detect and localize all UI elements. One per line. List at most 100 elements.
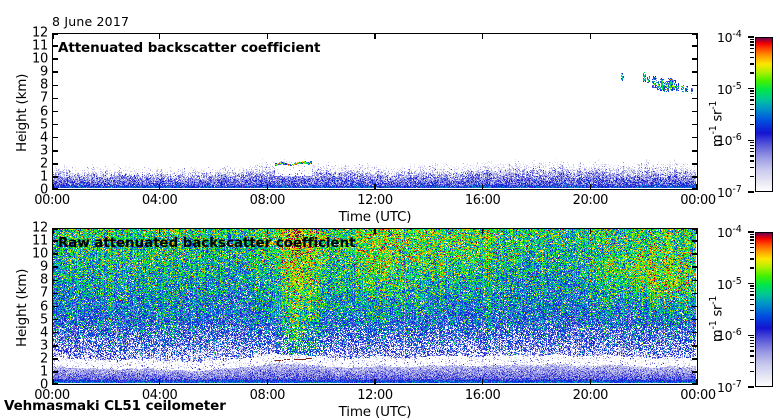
colorbar-minor-tick	[750, 339, 754, 342]
y-tick-mark	[692, 292, 697, 295]
plot-area-top[interactable]	[52, 33, 698, 190]
colorbar-minor-tick	[750, 175, 754, 178]
y-tick-mark	[692, 187, 697, 190]
colorbar-gradient-top	[755, 37, 773, 192]
y-tick-mark	[53, 123, 58, 126]
backscatter-heatmap-bottom	[53, 229, 696, 383]
colorbar-minor-tick	[750, 141, 754, 144]
x-tick-mark	[158, 184, 161, 189]
y-tick-mark	[53, 176, 58, 178]
colorbar-minor-tick	[750, 298, 754, 300]
colorbar-minor-tick	[750, 233, 754, 236]
colorbar-major-tick	[748, 139, 754, 142]
y-tick-label: 3	[40, 143, 48, 159]
colorbar-minor-tick	[750, 370, 754, 373]
colorbar-tick-label: 10-4	[717, 223, 742, 241]
x-tick-label: 00:00	[34, 388, 70, 403]
colorbar-minor-tick	[750, 147, 754, 150]
colorbar-minor-tick	[750, 350, 754, 352]
colorbar-canvas-top	[756, 38, 772, 191]
y-tick-mark	[53, 187, 58, 190]
colorbar-minor-tick	[750, 92, 754, 95]
colorbar-minor-tick	[750, 303, 754, 305]
colorbar-tick-label: 10-5	[717, 275, 742, 292]
colorbar-minor-tick	[750, 151, 754, 153]
x-tick-mark	[695, 379, 698, 384]
y-tick-mark	[692, 136, 697, 139]
x-tick-mark	[52, 34, 55, 39]
x-tick-mark	[374, 379, 376, 384]
x-tick-mark	[52, 229, 55, 234]
y-tick-mark	[53, 149, 58, 152]
x-axis-label-bottom: Time (UTC)	[338, 404, 412, 420]
colorbar-minor-tick	[750, 103, 754, 105]
y-tick-mark	[53, 136, 58, 139]
y-tick-label: 11	[32, 38, 48, 54]
y-tick-mark	[53, 33, 58, 36]
x-tick-mark	[52, 379, 55, 384]
colorbar-minor-tick	[750, 41, 754, 43]
colorbar-minor-tick	[750, 144, 754, 147]
x-tick-mark	[266, 229, 269, 234]
x-tick-mark	[374, 184, 376, 189]
x-tick-label: 20:00	[572, 388, 609, 403]
y-tick-label: 7	[40, 285, 48, 301]
colorbar-minor-tick	[750, 287, 754, 290]
colorbar-minor-tick	[750, 267, 754, 269]
y-tick-mark	[53, 358, 58, 360]
colorbar-major-tick	[748, 36, 754, 38]
y-tick-mark	[53, 58, 58, 60]
y-tick-mark	[53, 71, 58, 74]
plot-area-bottom[interactable]	[52, 228, 698, 385]
x-tick-mark	[695, 34, 698, 39]
colorbar-minor-tick	[750, 346, 754, 348]
y-tick-label: 8	[40, 77, 48, 93]
y-tick-label: 8	[40, 272, 48, 288]
y-tick-label: 12	[32, 25, 48, 41]
colorbar-minor-tick	[750, 47, 754, 50]
colorbar-minor-tick	[750, 242, 754, 245]
colorbar-minor-tick	[750, 72, 754, 74]
y-tick-label: 12	[32, 220, 48, 236]
y-tick-mark	[53, 305, 58, 308]
y-tick-label: 9	[40, 259, 48, 275]
y-tick-label: 10	[32, 51, 48, 67]
colorbar-major-tick	[748, 334, 754, 337]
x-tick-label: 16:00	[464, 388, 501, 403]
x-tick-label: 04:00	[141, 388, 178, 403]
y-tick-mark	[53, 318, 58, 321]
colorbar-tick-label: 10-7	[717, 183, 742, 201]
x-tick-label: 00:00	[680, 193, 716, 208]
x-tick-mark	[266, 184, 269, 189]
colorbar-minor-tick	[750, 160, 754, 162]
y-tick-label: 1	[40, 169, 48, 185]
colorbar-tick-label: 10-7	[717, 378, 742, 396]
colorbar-minor-tick	[750, 309, 754, 312]
y-tick-label: 0	[40, 182, 48, 198]
y-tick-mark	[53, 382, 58, 385]
y-tick-mark	[692, 33, 697, 36]
colorbar-gradient-bottom	[755, 232, 773, 387]
y-tick-mark	[692, 45, 697, 47]
x-tick-mark	[589, 184, 592, 189]
colorbar-minor-tick	[750, 285, 754, 287]
colorbar-minor-tick	[750, 108, 754, 110]
date-label: 8 June 2017	[52, 14, 130, 29]
y-tick-mark	[692, 266, 697, 269]
x-tick-mark	[481, 34, 484, 39]
y-tick-mark	[53, 84, 58, 87]
colorbar-minor-tick	[750, 124, 754, 126]
y-tick-mark	[692, 382, 697, 385]
colorbar-unit-label: m-1 sr-1	[708, 100, 726, 147]
colorbar-tick-label: 10-4	[717, 28, 742, 46]
y-tick-mark	[53, 266, 58, 269]
y-tick-mark	[692, 58, 697, 60]
y-tick-mark	[53, 279, 58, 282]
x-tick-mark	[158, 34, 161, 39]
colorbar-minor-tick	[750, 251, 754, 254]
y-tick-mark	[692, 110, 697, 113]
x-tick-mark	[589, 34, 592, 39]
y-tick-label: 2	[40, 156, 48, 172]
colorbar-minor-tick	[750, 90, 754, 92]
colorbar-minor-tick	[750, 342, 754, 345]
